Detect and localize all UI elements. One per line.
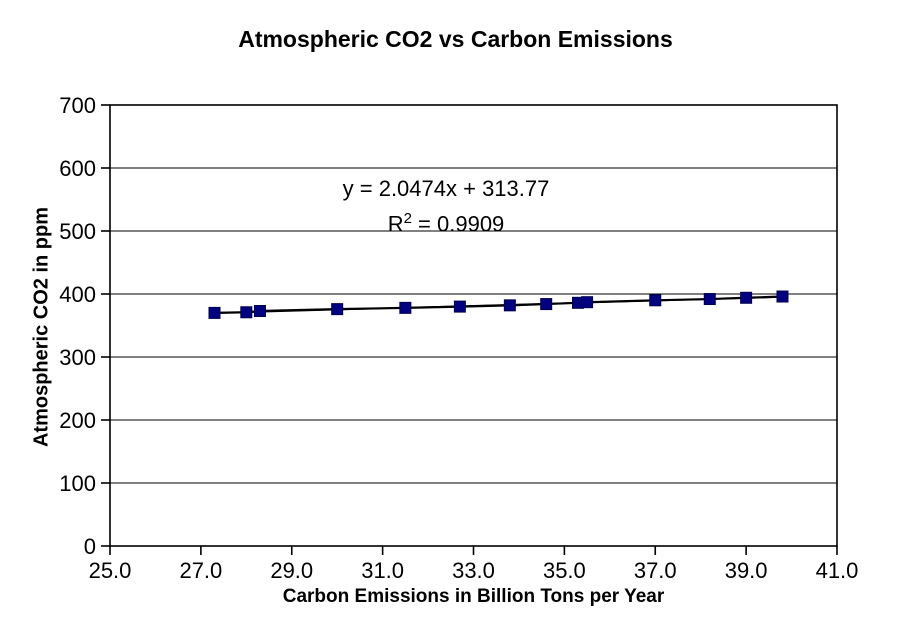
data-point-marker <box>331 303 344 316</box>
trendline-r-squared: R2 = 0.9909 <box>343 204 550 239</box>
data-point-marker <box>776 290 789 303</box>
data-point-marker <box>453 300 466 313</box>
data-point-marker <box>208 306 221 319</box>
data-point-marker <box>649 294 662 307</box>
x-axis-tick-label: 41.0 <box>816 558 859 583</box>
y-axis-tick-label: 400 <box>59 282 96 307</box>
y-axis-tick-label: 200 <box>59 408 96 433</box>
data-point-marker <box>240 306 253 319</box>
trendline-annotation: y = 2.0474x + 313.77 R2 = 0.9909 <box>343 174 550 239</box>
r-squared-value: = 0.9909 <box>411 211 505 237</box>
y-axis-tick-label: 0 <box>84 534 96 559</box>
data-point-marker <box>581 296 594 309</box>
x-axis-tick-label: 25.0 <box>89 558 132 583</box>
r-squared-symbol: R <box>387 211 404 237</box>
x-axis-tick-label: 27.0 <box>179 558 222 583</box>
data-point-marker <box>740 291 753 304</box>
x-axis-tick-label: 39.0 <box>725 558 768 583</box>
y-axis-tick-label: 600 <box>59 156 96 181</box>
chart-title: Atmospheric CO2 vs Carbon Emissions <box>238 26 673 52</box>
x-axis-tick-label: 37.0 <box>634 558 677 583</box>
x-axis-tick-label: 33.0 <box>452 558 495 583</box>
y-axis-tick-label: 100 <box>59 471 96 496</box>
data-point-marker <box>253 305 266 318</box>
plot-border <box>109 104 838 547</box>
data-point-marker <box>540 298 553 311</box>
data-point-marker <box>503 299 516 312</box>
series-line <box>214 295 783 314</box>
trendline-equation: y = 2.0474x + 313.77 <box>342 176 550 201</box>
x-axis-tick-label: 35.0 <box>543 558 586 583</box>
x-axis-tick-label: 31.0 <box>361 558 404 583</box>
data-point-marker <box>399 301 412 314</box>
y-axis-tick-label: 300 <box>59 345 96 370</box>
data-point-marker <box>703 293 716 306</box>
r-squared-exponent: 2 <box>403 210 412 227</box>
y-axis-tick-label: 500 <box>59 219 96 244</box>
x-axis-tick-label: 29.0 <box>270 558 313 583</box>
x-axis-title: Carbon Emissions in Billion Tons per Yea… <box>282 586 665 607</box>
y-axis-tick-label: 700 <box>59 93 96 118</box>
